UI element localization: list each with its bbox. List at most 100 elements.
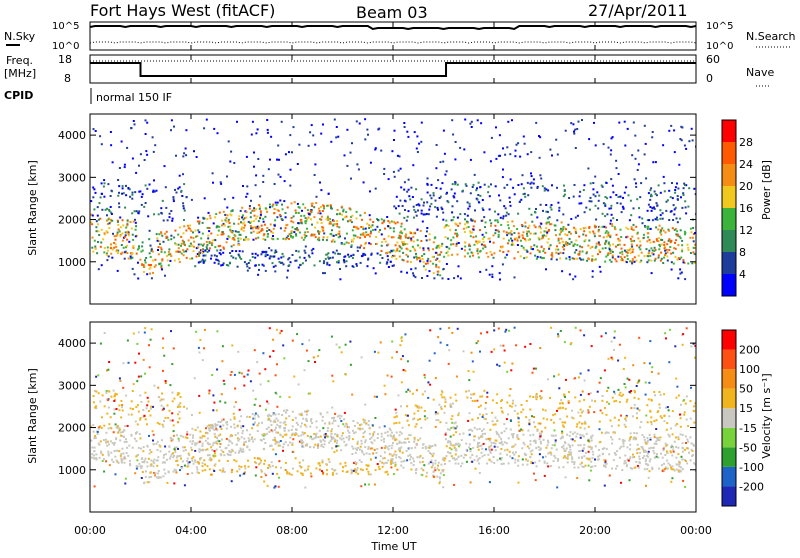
- heatmap-cell: [579, 434, 581, 436]
- heatmap-cell: [192, 437, 194, 439]
- nsearch-axis-label: N.Search: [746, 30, 796, 43]
- heatmap-cell: [454, 223, 456, 225]
- heatmap-cell: [295, 250, 297, 252]
- heatmap-cell: [300, 434, 302, 436]
- heatmap-cell: [243, 385, 245, 387]
- heatmap-cell: [650, 260, 652, 262]
- heatmap-cell: [183, 243, 185, 245]
- heatmap-cell: [305, 260, 307, 262]
- heatmap-cell: [412, 246, 414, 248]
- heatmap-cell: [526, 400, 528, 402]
- heatmap-cell: [451, 119, 453, 121]
- heatmap-cell: [192, 237, 194, 239]
- heatmap-cell: [671, 182, 673, 184]
- heatmap-cell: [359, 123, 361, 125]
- heatmap-cell: [101, 229, 103, 231]
- heatmap-cell: [663, 230, 665, 232]
- heatmap-cell: [416, 456, 418, 458]
- heatmap-cell: [253, 210, 255, 212]
- heatmap-cell: [631, 246, 633, 248]
- heatmap-cell: [296, 333, 298, 335]
- heatmap-cell: [427, 184, 429, 186]
- heatmap-cell: [122, 232, 124, 234]
- heatmap-cell: [555, 442, 557, 444]
- heatmap-cell: [496, 219, 498, 221]
- heatmap-cell: [558, 207, 560, 209]
- heatmap-cell: [657, 219, 659, 221]
- heatmap-cell: [279, 261, 281, 263]
- heatmap-cell: [197, 246, 199, 248]
- heatmap-cell: [190, 230, 192, 232]
- heatmap-cell: [508, 232, 510, 234]
- heatmap-cell: [565, 408, 567, 410]
- heatmap-cell: [231, 471, 233, 473]
- heatmap-cell: [163, 454, 165, 456]
- heatmap-cell: [142, 264, 144, 266]
- heatmap-cell: [630, 200, 632, 202]
- heatmap-cell: [500, 448, 502, 450]
- heatmap-cell: [257, 237, 259, 239]
- heatmap-cell: [164, 446, 166, 448]
- heatmap-cell: [641, 434, 643, 436]
- heatmap-cell: [139, 395, 141, 397]
- heatmap-cell: [231, 345, 233, 347]
- heatmap-cell: [429, 239, 431, 241]
- heatmap-cell: [476, 428, 478, 430]
- heatmap-cell: [502, 176, 504, 178]
- heatmap-cell: [420, 240, 422, 242]
- heatmap-cell: [589, 209, 591, 211]
- nsearch-tick-low: 10^0: [706, 41, 733, 52]
- heatmap-cell: [536, 465, 538, 467]
- heatmap-cell: [650, 228, 652, 230]
- heatmap-cell: [574, 129, 576, 131]
- heatmap-cell: [381, 233, 383, 235]
- heatmap-cell: [301, 422, 303, 424]
- heatmap-cell: [551, 447, 553, 449]
- heatmap-cell: [512, 402, 514, 404]
- heatmap-cell: [589, 406, 591, 408]
- heatmap-cell: [612, 243, 614, 245]
- heatmap-cell: [639, 426, 641, 428]
- heatmap-cell: [290, 261, 292, 263]
- heatmap-cell: [684, 232, 686, 234]
- heatmap-cell: [588, 412, 590, 414]
- heatmap-cell: [364, 420, 366, 422]
- heatmap-cell: [409, 198, 411, 200]
- heatmap-cell: [592, 255, 594, 257]
- heatmap-cell: [218, 460, 220, 462]
- heatmap-cell: [579, 251, 581, 253]
- heatmap-cell: [408, 447, 410, 449]
- heatmap-cell: [217, 234, 219, 236]
- heatmap-cell: [557, 202, 559, 204]
- heatmap-cell: [250, 212, 252, 214]
- heatmap-cell: [269, 204, 271, 206]
- heatmap-cell: [278, 159, 280, 161]
- heatmap-cell: [608, 358, 610, 360]
- heatmap-cell: [288, 472, 290, 474]
- heatmap-cell: [364, 212, 366, 214]
- heatmap-cell: [153, 459, 155, 461]
- heatmap-cell: [690, 387, 692, 389]
- heatmap-cell: [676, 230, 678, 232]
- heatmap-cell: [161, 251, 163, 253]
- heatmap-cell: [533, 421, 535, 423]
- heatmap-cell: [586, 433, 588, 435]
- heatmap-cell: [427, 192, 429, 194]
- heatmap-cell: [682, 468, 684, 470]
- heatmap-cell: [485, 402, 487, 404]
- heatmap-cell: [552, 414, 554, 416]
- heatmap-cell: [124, 456, 126, 458]
- heatmap-cell: [683, 187, 685, 189]
- heatmap-cell: [375, 236, 377, 238]
- heatmap-cell: [121, 252, 123, 254]
- heatmap-cell: [204, 469, 206, 471]
- heatmap-cell: [514, 239, 516, 241]
- heatmap-cell: [95, 391, 97, 393]
- heatmap-cell: [628, 249, 630, 251]
- heatmap-cell: [307, 209, 309, 211]
- heatmap-cell: [413, 209, 415, 211]
- heatmap-cell: [481, 244, 483, 246]
- heatmap-cell: [332, 251, 334, 253]
- heatmap-cell: [171, 392, 173, 394]
- heatmap-cell: [610, 250, 612, 252]
